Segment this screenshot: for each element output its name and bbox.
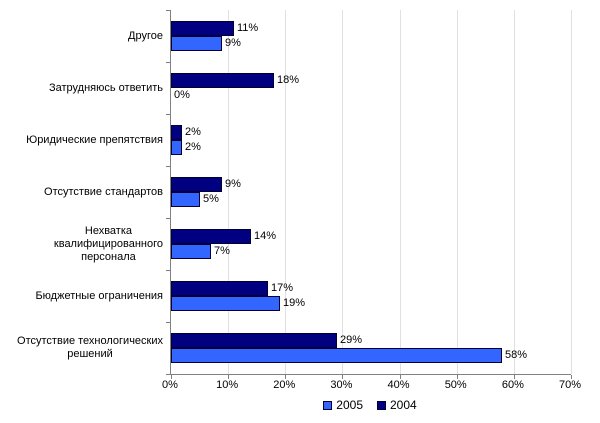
bar-2004 <box>171 281 268 296</box>
category-label-line: Затрудняюсь ответить <box>48 82 163 94</box>
bar-2004 <box>171 73 274 88</box>
gridline <box>513 10 515 374</box>
x-tick-label: 30% <box>330 379 353 391</box>
category-label-line: квалифицированного <box>53 238 163 250</box>
bar-value-label: 5% <box>203 193 219 205</box>
category-axis-tick <box>166 114 170 115</box>
category-label: Отсутствие технологических решений <box>17 335 163 361</box>
bar-2005 <box>171 36 222 51</box>
x-tick-label: 50% <box>444 379 467 391</box>
category-label: Отсутствие стандартов <box>44 186 163 199</box>
bar-value-label: 29% <box>340 334 363 346</box>
category-label-line: Другое <box>128 30 163 42</box>
value-axis-tick <box>228 375 230 379</box>
value-axis-tick <box>456 375 458 379</box>
bar-2005 <box>171 140 182 155</box>
category-label-line: персонала <box>81 251 136 263</box>
bar-2004 <box>171 333 337 348</box>
category-label: Другое <box>128 30 163 43</box>
gridline <box>342 10 344 374</box>
x-tick-label: 60% <box>501 379 524 391</box>
bar-value-label: 58% <box>505 349 528 361</box>
bar-value-label: 2% <box>185 141 201 153</box>
value-axis-tick <box>342 375 344 379</box>
legend-label-2004: 2004 <box>390 398 417 412</box>
bar-value-label: 0% <box>174 89 190 101</box>
category-label-line: решений <box>67 348 113 360</box>
bar-2004 <box>171 125 182 140</box>
category-label: Бюджетные ограничения <box>35 290 163 303</box>
value-axis-tick <box>513 375 515 379</box>
category-axis-tick <box>166 166 170 167</box>
x-tick-label: 20% <box>273 379 296 391</box>
value-axis-tick <box>571 375 572 379</box>
value-axis-tick <box>285 375 287 379</box>
bar-value-label: 19% <box>283 297 306 309</box>
x-tick-label: 0% <box>162 379 178 391</box>
bar-2005 <box>171 244 211 259</box>
legend-item-2005: 2005 <box>323 398 363 412</box>
bar-2004 <box>171 21 234 36</box>
gridline <box>285 10 287 374</box>
bar-value-label: 7% <box>214 245 230 257</box>
value-axis-tick <box>171 375 172 379</box>
category-label-line: Отсутствие стандартов <box>44 186 163 198</box>
category-label-line: Юридические препятствия <box>26 134 163 146</box>
bar-2005 <box>171 296 280 311</box>
category-axis-tick <box>166 322 170 323</box>
value-axis-tick <box>399 375 401 379</box>
plot-area: 11% 9% 18% 0% 2% 2% 9% 5% 14% 7% 17% 19% 29% 58% <box>166 10 572 379</box>
bar-2004 <box>171 177 222 192</box>
bar-value-label: 9% <box>225 178 241 190</box>
category-label-line: Нехватка <box>84 225 133 237</box>
legend-swatch-2004 <box>377 400 386 410</box>
category-label: Юридические препятствия <box>26 134 163 147</box>
category-axis-tick <box>166 270 170 271</box>
legend: 2005 2004 <box>170 398 570 412</box>
bar-value-label: 18% <box>277 74 300 86</box>
bar-value-label: 2% <box>185 126 201 138</box>
bar-value-label: 11% <box>237 22 259 34</box>
gridline <box>228 10 230 374</box>
category-axis-labels: Другое Затрудняюсь ответить Юридические пр… <box>0 10 163 374</box>
gridline <box>399 10 401 374</box>
gridline <box>456 10 458 374</box>
category-label-line: Бюджетные ограничения <box>35 290 163 302</box>
category-axis-tick <box>166 10 170 11</box>
x-tick-label: 10% <box>216 379 239 391</box>
category-label-line: Отсутствие технологических <box>17 335 163 347</box>
bar-value-label: 14% <box>254 230 277 242</box>
category-axis-tick <box>166 62 170 63</box>
legend-label-2005: 2005 <box>336 398 363 412</box>
bar-2004 <box>171 229 251 244</box>
x-tick-label: 70% <box>558 379 582 391</box>
x-tick-label: 40% <box>387 379 410 391</box>
category-label: Нехватка квалифицированного персонала <box>54 225 163 264</box>
gridline <box>571 10 572 374</box>
bar-value-label: 17% <box>271 282 294 294</box>
category-axis-tick <box>166 374 170 375</box>
bar-2005 <box>171 348 502 363</box>
legend-item-2004: 2004 <box>377 398 417 412</box>
category-axis-tick <box>166 218 170 219</box>
legend-swatch-2005 <box>323 400 333 410</box>
category-label: Затрудняюсь ответить <box>49 82 163 95</box>
bar-value-label: 9% <box>225 37 241 49</box>
bar-2005 <box>171 192 200 207</box>
